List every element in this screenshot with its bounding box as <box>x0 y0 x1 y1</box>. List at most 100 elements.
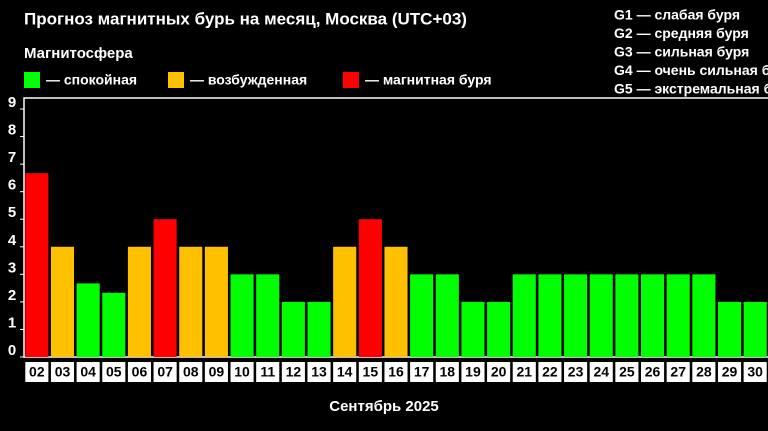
x-tick-label: 23 <box>568 364 584 380</box>
x-tick-box <box>76 362 100 382</box>
x-tick-box <box>743 362 767 382</box>
x-tick-box <box>179 362 203 382</box>
legend-label: — спокойная <box>46 72 137 88</box>
y-tick-label: 9 <box>8 94 16 111</box>
x-tick-box <box>50 362 75 382</box>
bar <box>512 274 536 357</box>
x-tick-box <box>358 362 382 382</box>
bar <box>487 301 511 357</box>
legend-swatch <box>168 72 184 88</box>
x-tick-box <box>102 362 126 382</box>
bar <box>333 246 357 357</box>
bar <box>25 173 49 357</box>
x-tick-box <box>256 362 280 382</box>
x-tick-label: 25 <box>619 364 635 380</box>
y-tick-label: 7 <box>8 149 16 166</box>
x-tick-box <box>204 362 228 382</box>
y-tick-label: 0 <box>8 342 16 359</box>
x-tick-label: 30 <box>747 364 763 380</box>
y-tick-label: 2 <box>8 287 16 304</box>
bar <box>281 301 305 357</box>
x-tick-box <box>538 362 562 382</box>
bar <box>666 274 690 357</box>
scale-note: G3 — сильная буря <box>614 44 749 60</box>
x-tick-label: 18 <box>440 364 456 380</box>
x-tick-box <box>435 362 459 382</box>
x-tick-box <box>615 362 639 382</box>
x-tick-label: 07 <box>157 364 173 380</box>
y-tick-label: 4 <box>8 232 17 249</box>
bar <box>692 274 716 357</box>
bar <box>743 301 767 357</box>
x-tick-box <box>230 362 254 382</box>
x-tick-label: 08 <box>183 364 199 380</box>
x-tick-label: 12 <box>286 364 302 380</box>
x-tick-box <box>153 362 177 382</box>
legend-label: — возбужденная <box>190 72 307 88</box>
y-tick-label: 5 <box>8 204 16 221</box>
bar <box>564 274 588 357</box>
x-tick-box <box>692 362 716 382</box>
x-tick-label: 09 <box>209 364 225 380</box>
x-tick-label: 11 <box>260 364 275 380</box>
x-tick-box <box>717 362 742 382</box>
x-tick-box <box>589 362 613 382</box>
x-tick-box <box>281 362 305 382</box>
scale-note: G5 — экстремальная б <box>614 81 768 97</box>
x-tick-label: 26 <box>645 364 661 380</box>
x-tick-label: 16 <box>388 364 404 380</box>
bar <box>641 274 665 357</box>
bar <box>102 292 126 357</box>
bar <box>461 301 485 357</box>
bar <box>435 274 459 357</box>
bar <box>50 246 75 357</box>
bar <box>589 274 613 357</box>
bar <box>179 246 203 357</box>
bar <box>615 274 639 357</box>
legend-swatch <box>24 72 40 88</box>
bar <box>538 274 562 357</box>
x-tick-box <box>25 362 49 382</box>
bar <box>230 274 254 357</box>
bar <box>717 301 742 357</box>
y-tick-label: 6 <box>8 177 16 194</box>
y-tick-label: 1 <box>8 314 16 331</box>
bar <box>410 274 434 357</box>
bar <box>127 246 151 357</box>
x-tick-label: 15 <box>363 364 379 380</box>
bar <box>384 246 408 357</box>
scale-note: G2 — средняя буря <box>614 25 749 41</box>
x-tick-box <box>461 362 485 382</box>
legend-swatch <box>343 72 359 88</box>
bar <box>153 219 177 357</box>
chart-subtitle: Магнитосфера <box>24 45 133 62</box>
x-tick-label: 19 <box>465 364 481 380</box>
x-tick-label: 03 <box>55 364 71 380</box>
x-tick-label: 04 <box>80 364 96 380</box>
x-tick-label: 28 <box>696 364 712 380</box>
chart-title: Прогноз магнитных бурь на месяц, Москва … <box>24 9 467 28</box>
bar <box>76 283 100 357</box>
x-tick-label: 10 <box>234 364 250 380</box>
x-tick-box <box>564 362 588 382</box>
x-tick-box <box>333 362 357 382</box>
x-tick-label: 20 <box>491 364 507 380</box>
x-axis-title: Сентябрь 2025 <box>329 398 439 415</box>
bar <box>204 246 228 357</box>
x-tick-box <box>487 362 511 382</box>
x-tick-box <box>666 362 690 382</box>
x-tick-label: 06 <box>132 364 148 380</box>
y-tick-label: 3 <box>8 259 16 276</box>
scale-note: G4 — очень сильная б <box>614 62 768 78</box>
x-tick-label: 22 <box>542 364 558 380</box>
x-tick-box <box>307 362 331 382</box>
x-tick-box <box>127 362 151 382</box>
bar <box>358 219 382 357</box>
x-tick-label: 21 <box>516 364 532 380</box>
scale-note: G1 — слабая буря <box>614 7 740 23</box>
x-tick-box <box>512 362 536 382</box>
x-tick-box <box>384 362 408 382</box>
x-tick-label: 27 <box>670 364 686 380</box>
bar <box>256 274 280 357</box>
